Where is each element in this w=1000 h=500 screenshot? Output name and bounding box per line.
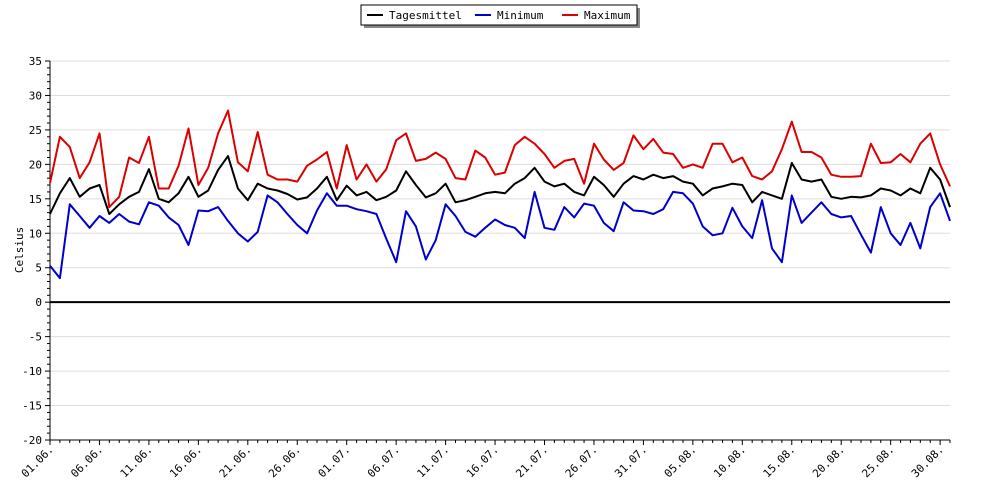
y-tick-label: -5 bbox=[29, 331, 42, 344]
y-tick-label: 15 bbox=[29, 193, 42, 206]
y-tick-label: -10 bbox=[22, 365, 42, 378]
legend-box bbox=[360, 4, 638, 26]
x-tick-label: 26.07. bbox=[563, 443, 600, 480]
y-tick-label: -20 bbox=[22, 434, 42, 447]
y-tick-label: 0 bbox=[35, 296, 42, 309]
y-tick-label: 30 bbox=[29, 89, 42, 102]
y-tick-label: 20 bbox=[29, 158, 42, 171]
legend: Tagesmittel Minimum Maximum bbox=[360, 4, 640, 28]
x-tick-label: 20.08. bbox=[810, 443, 847, 480]
y-tick-label: 35 bbox=[29, 55, 42, 68]
y-tick-label: 5 bbox=[35, 262, 42, 275]
x-tick-label: 11.07. bbox=[414, 443, 451, 480]
x-tick-label: 30.08. bbox=[909, 443, 946, 480]
x-tick-label: 31.07. bbox=[612, 443, 649, 480]
x-tick-label: 06.07. bbox=[365, 443, 402, 480]
series-line-tagesmittel bbox=[49, 155, 951, 215]
x-tick-label: 10.08. bbox=[711, 443, 748, 480]
x-tick-label: 06.06. bbox=[68, 443, 105, 480]
x-tick-label: 21.07. bbox=[513, 443, 550, 480]
x-tick-label: 15.08. bbox=[761, 443, 798, 480]
legend-label-minimum: Minimum bbox=[497, 9, 544, 22]
legend-label-tagesmittel: Tagesmittel bbox=[389, 9, 462, 22]
x-axis: 01.06. 06.06. 11.06. 16.06. 21.06. 26.06. 01.0… bbox=[19, 439, 951, 480]
series-lines bbox=[49, 109, 951, 280]
y-axis-label: Celsius bbox=[13, 227, 26, 273]
x-tick-label: 16.07. bbox=[464, 443, 501, 480]
y-tick-label: -15 bbox=[22, 400, 42, 413]
x-tick-label: 11.06. bbox=[118, 443, 155, 480]
x-tick-label: 01.06. bbox=[19, 443, 56, 480]
grid-lines bbox=[50, 60, 950, 441]
x-tick-label: 01.07. bbox=[316, 443, 353, 480]
x-tick-label: 21.06. bbox=[217, 443, 254, 480]
x-tick-label: 26.06. bbox=[266, 443, 303, 480]
y-axis: -20 -15 -10 -5 0 5 10 15 20 25 30 35 bbox=[22, 55, 51, 447]
y-tick-label: 10 bbox=[29, 227, 42, 240]
series-line-maximum bbox=[49, 109, 951, 209]
y-tick-label: 25 bbox=[29, 124, 42, 137]
x-tick-label: 25.08. bbox=[859, 443, 896, 480]
x-tick-label: 05.08. bbox=[662, 443, 699, 480]
x-tick-label: 16.06. bbox=[167, 443, 204, 480]
legend-label-maximum: Maximum bbox=[584, 9, 631, 22]
series-line-minimum bbox=[49, 190, 951, 280]
